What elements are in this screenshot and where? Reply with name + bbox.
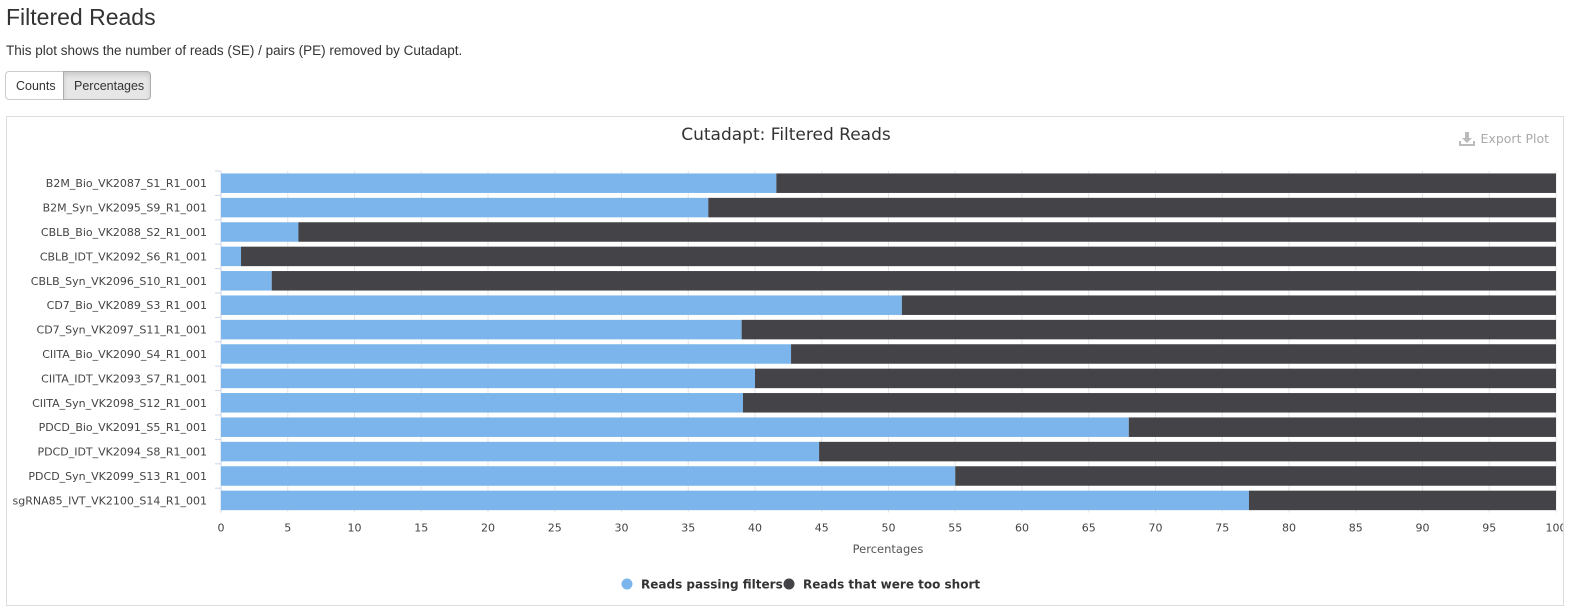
bar-reads-passing (221, 271, 272, 291)
category-label: CIITA_Bio_VK2090_S4_R1_001 (42, 348, 207, 361)
category-label: PDCD_Bio_VK2091_S5_R1_001 (39, 421, 207, 434)
bar-reads-passing (221, 173, 777, 193)
view-toggle-group: Counts Percentages (5, 71, 151, 100)
category-labels: B2M_Bio_VK2087_S1_R1_001 B2M_Syn_VK2095_S… (13, 177, 207, 507)
category-label: CIITA_IDT_VK2093_S7_R1_001 (41, 372, 207, 385)
bar-reads-too-short (741, 319, 1556, 340)
bar-reads-too-short (755, 368, 1556, 389)
export-plot-label: Export Plot (1480, 131, 1549, 146)
x-tick-label: 65 (1082, 522, 1096, 535)
bar-reads-too-short (1128, 417, 1556, 437)
x-tick-label: 10 (348, 522, 362, 535)
x-tick-label: 90 (1416, 522, 1430, 535)
legend: Reads passing filters Reads that were too… (621, 578, 980, 592)
bar-reads-too-short (901, 295, 1556, 315)
grid-lines (215, 170, 1557, 513)
x-tick-label: 20 (481, 522, 495, 535)
x-tick-label: 100 (1546, 522, 1564, 535)
bar-reads-too-short (819, 441, 1556, 462)
bar-reads-passing (221, 466, 956, 486)
bar-reads-too-short (708, 197, 1556, 218)
x-tick-label: 75 (1215, 522, 1229, 535)
bar-reads-passing (221, 295, 902, 315)
bar-reads-passing (221, 441, 820, 462)
x-tick-label: 80 (1282, 522, 1296, 535)
x-tick-label: 45 (815, 522, 829, 535)
page-title: Filtered Reads (6, 4, 156, 30)
bar-reads-passing (221, 319, 742, 340)
bar-reads-passing (221, 246, 242, 267)
percentages-button[interactable]: Percentages (63, 71, 151, 100)
category-label: sgRNA85_IVT_VK2100_S14_R1_001 (13, 494, 207, 507)
bar-reads-too-short (791, 344, 1556, 364)
category-label: CBLB_IDT_VK2092_S6_R1_001 (40, 250, 207, 263)
bar-reads-too-short (1248, 490, 1556, 511)
page-description: This plot shows the number of reads (SE)… (6, 43, 463, 58)
counts-button[interactable]: Counts (5, 71, 64, 100)
bar-reads-passing (221, 393, 743, 413)
bar-reads-passing (221, 222, 299, 242)
category-label: B2M_Syn_VK2095_S9_R1_001 (43, 202, 207, 215)
category-label: CBLB_Bio_VK2088_S2_R1_001 (41, 226, 207, 239)
category-label: CD7_Syn_VK2097_S11_R1_001 (37, 324, 207, 337)
bar-reads-too-short (742, 393, 1556, 413)
x-tick-label: 85 (1349, 522, 1363, 535)
x-tick-label: 70 (1149, 522, 1163, 535)
legend-label-passing[interactable]: Reads passing filters (641, 578, 783, 592)
bar-reads-too-short (241, 246, 1556, 267)
x-axis-ticks: 0 5 10 15 20 25 30 35 40 45 50 55 60 65 70 75 80 85 90 95 10… (218, 522, 1564, 535)
legend-marker-too-short (783, 578, 795, 590)
x-tick-label: 35 (681, 522, 695, 535)
x-tick-label: 50 (882, 522, 896, 535)
bar-reads-too-short (271, 271, 1557, 291)
x-axis-title: Percentages (853, 542, 924, 556)
x-tick-label: 60 (1015, 522, 1029, 535)
category-label: PDCD_IDT_VK2094_S8_R1_001 (37, 446, 207, 459)
x-tick-label: 30 (615, 522, 629, 535)
legend-label-too-short[interactable]: Reads that were too short (803, 578, 980, 592)
category-label: B2M_Bio_VK2087_S1_R1_001 (46, 177, 207, 190)
category-label: CBLB_Syn_VK2096_S10_R1_001 (31, 275, 207, 288)
export-plot-button[interactable]: Export Plot (1458, 131, 1549, 146)
x-tick-label: 25 (548, 522, 562, 535)
chart-title: Cutadapt: Filtered Reads (681, 125, 891, 145)
bar-reads-too-short (298, 222, 1557, 242)
plot-panel: Cutadapt: Filtered Reads B2M_Bio_VK2087_… (6, 116, 1564, 606)
x-tick-label: 55 (948, 522, 962, 535)
bar-reads-passing (221, 344, 792, 364)
x-tick-label: 95 (1482, 522, 1496, 535)
bars (221, 173, 1557, 511)
x-tick-label: 0 (218, 522, 225, 535)
bar-reads-passing (221, 417, 1129, 437)
category-label: CD7_Bio_VK2089_S3_R1_001 (47, 299, 207, 312)
x-tick-label: 5 (284, 522, 291, 535)
x-tick-label: 40 (748, 522, 762, 535)
bar-reads-too-short (776, 173, 1556, 193)
x-tick-label: 15 (414, 522, 428, 535)
category-label: CIITA_Syn_VK2098_S12_R1_001 (32, 397, 207, 410)
bar-reads-passing (221, 197, 709, 218)
download-icon (1458, 131, 1475, 146)
bar-reads-passing (221, 490, 1249, 511)
legend-marker-passing (621, 578, 633, 590)
bar-reads-passing (221, 368, 755, 389)
bar-reads-too-short (955, 466, 1556, 486)
category-label: PDCD_Syn_VK2099_S13_R1_001 (28, 470, 207, 483)
bar-chart: Cutadapt: Filtered Reads B2M_Bio_VK2087_… (13, 125, 1564, 592)
